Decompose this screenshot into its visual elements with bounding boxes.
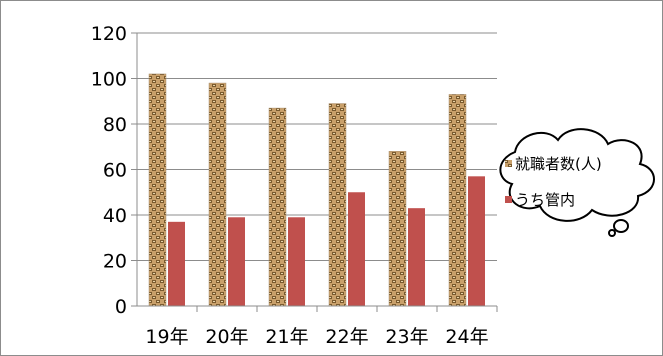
- y-tick-label: 100: [91, 69, 127, 91]
- x-tick-label: 24年: [445, 326, 488, 348]
- bars: [148, 73, 485, 307]
- gridlines: [137, 32, 497, 261]
- bar-series-0-5: [448, 94, 467, 307]
- legend-swatch-series-0: [505, 160, 512, 167]
- bar-series-0-3: [328, 103, 347, 307]
- legend-callout-bubble: [499, 128, 655, 222]
- bar-series-1-1: [228, 217, 245, 306]
- x-tick-label: 21年: [265, 326, 308, 348]
- legend-label-series-0: 就職者数(人): [515, 155, 602, 173]
- x-tick-label: 23年: [385, 326, 428, 348]
- bar-series-1-4: [408, 208, 425, 306]
- bar-series-1-2: [288, 217, 305, 306]
- x-tick-label: 20年: [205, 326, 248, 348]
- x-tick-label: 19年: [145, 326, 188, 348]
- y-tick-label: 0: [115, 296, 127, 318]
- y-tick-label: 60: [103, 160, 127, 182]
- axes: [136, 33, 498, 312]
- y-axis-ticks: 0 20 40 60 80 100 120: [91, 23, 137, 318]
- bar-series-1-0: [168, 221, 185, 306]
- y-tick-label: 80: [103, 114, 127, 136]
- y-tick-label: 120: [91, 23, 127, 45]
- legend-callout-tail-small: [608, 229, 616, 237]
- legend-label-series-1: うち管内: [515, 191, 575, 209]
- bar-series-1-3: [348, 192, 365, 306]
- legend-callout-tail-large: [613, 219, 629, 233]
- x-axis-ticks: 19年 20年 21年 22年 23年 24年: [145, 326, 488, 348]
- y-tick-label: 40: [103, 205, 127, 227]
- bar-series-0-4: [388, 151, 407, 307]
- legend-swatch-series-1: [505, 196, 512, 203]
- bar-series-0-1: [208, 82, 227, 307]
- legend: 就職者数(人) うち管内: [499, 128, 655, 237]
- bar-series-0-2: [268, 107, 287, 307]
- bar-series-1-5: [468, 176, 485, 306]
- bar-series-0-0: [148, 73, 167, 307]
- y-tick-label: 20: [103, 251, 127, 273]
- x-tick-label: 22年: [325, 326, 368, 348]
